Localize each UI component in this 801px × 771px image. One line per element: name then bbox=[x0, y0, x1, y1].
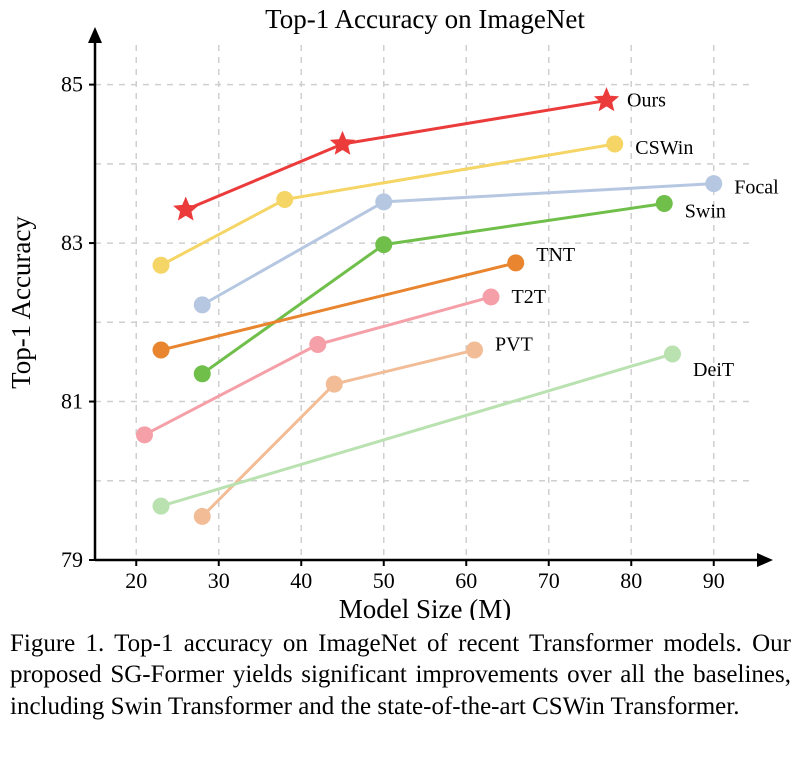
circle-marker bbox=[153, 342, 170, 359]
circle-marker bbox=[153, 498, 170, 515]
circle-marker bbox=[194, 365, 211, 382]
x-axis-label: Model Size (M) bbox=[339, 594, 511, 620]
x-tick-label: 90 bbox=[703, 568, 725, 593]
x-tick-label: 50 bbox=[373, 568, 395, 593]
circle-marker bbox=[664, 346, 681, 363]
circle-marker bbox=[309, 336, 326, 353]
series-label: Swin bbox=[685, 200, 726, 222]
circle-marker bbox=[326, 376, 343, 393]
chart-svg: Ours CSWin Focal Swin TNT T2T PVT DeiT 20 30 40 50 6… bbox=[0, 0, 801, 620]
y-axis-label: Top-1 Accuracy bbox=[6, 216, 36, 389]
y-tick-label: 81 bbox=[61, 389, 83, 414]
series-label: DeiT bbox=[693, 359, 734, 381]
figure-caption: Figure 1. Top-1 accuracy on ImageNet of … bbox=[0, 620, 801, 722]
x-tick-label: 60 bbox=[455, 568, 477, 593]
circle-marker bbox=[705, 175, 722, 192]
circle-marker bbox=[375, 236, 392, 253]
circle-marker bbox=[466, 342, 483, 359]
y-tick-label: 85 bbox=[61, 72, 83, 97]
series-label: CSWin bbox=[635, 137, 693, 159]
circle-marker bbox=[153, 257, 170, 274]
x-tick-label: 20 bbox=[125, 568, 147, 593]
circle-marker bbox=[375, 193, 392, 210]
series-label: Ours bbox=[627, 89, 666, 111]
series-label: TNT bbox=[536, 244, 575, 266]
series-label: T2T bbox=[512, 286, 546, 308]
circle-marker bbox=[276, 191, 293, 208]
x-tick-label: 40 bbox=[290, 568, 312, 593]
chart-area: Ours CSWin Focal Swin TNT T2T PVT DeiT 20 30 40 50 6… bbox=[0, 0, 801, 620]
series-label: Focal bbox=[734, 177, 779, 199]
x-tick-label: 70 bbox=[538, 568, 560, 593]
y-tick-label: 83 bbox=[61, 230, 83, 255]
chart-title: Top-1 Accuracy on ImageNet bbox=[265, 4, 585, 34]
figure-container: Ours CSWin Focal Swin TNT T2T PVT DeiT 20 30 40 50 6… bbox=[0, 0, 801, 722]
chart-bg bbox=[0, 0, 801, 620]
y-tick-label: 79 bbox=[61, 547, 83, 572]
circle-marker bbox=[656, 195, 673, 212]
x-tick-label: 30 bbox=[208, 568, 230, 593]
series-label: PVT bbox=[495, 333, 533, 355]
x-tick-label: 80 bbox=[620, 568, 642, 593]
circle-marker bbox=[136, 426, 153, 443]
circle-marker bbox=[606, 136, 623, 153]
circle-marker bbox=[194, 508, 211, 525]
circle-marker bbox=[483, 288, 500, 305]
circle-marker bbox=[507, 254, 524, 271]
circle-marker bbox=[194, 296, 211, 313]
